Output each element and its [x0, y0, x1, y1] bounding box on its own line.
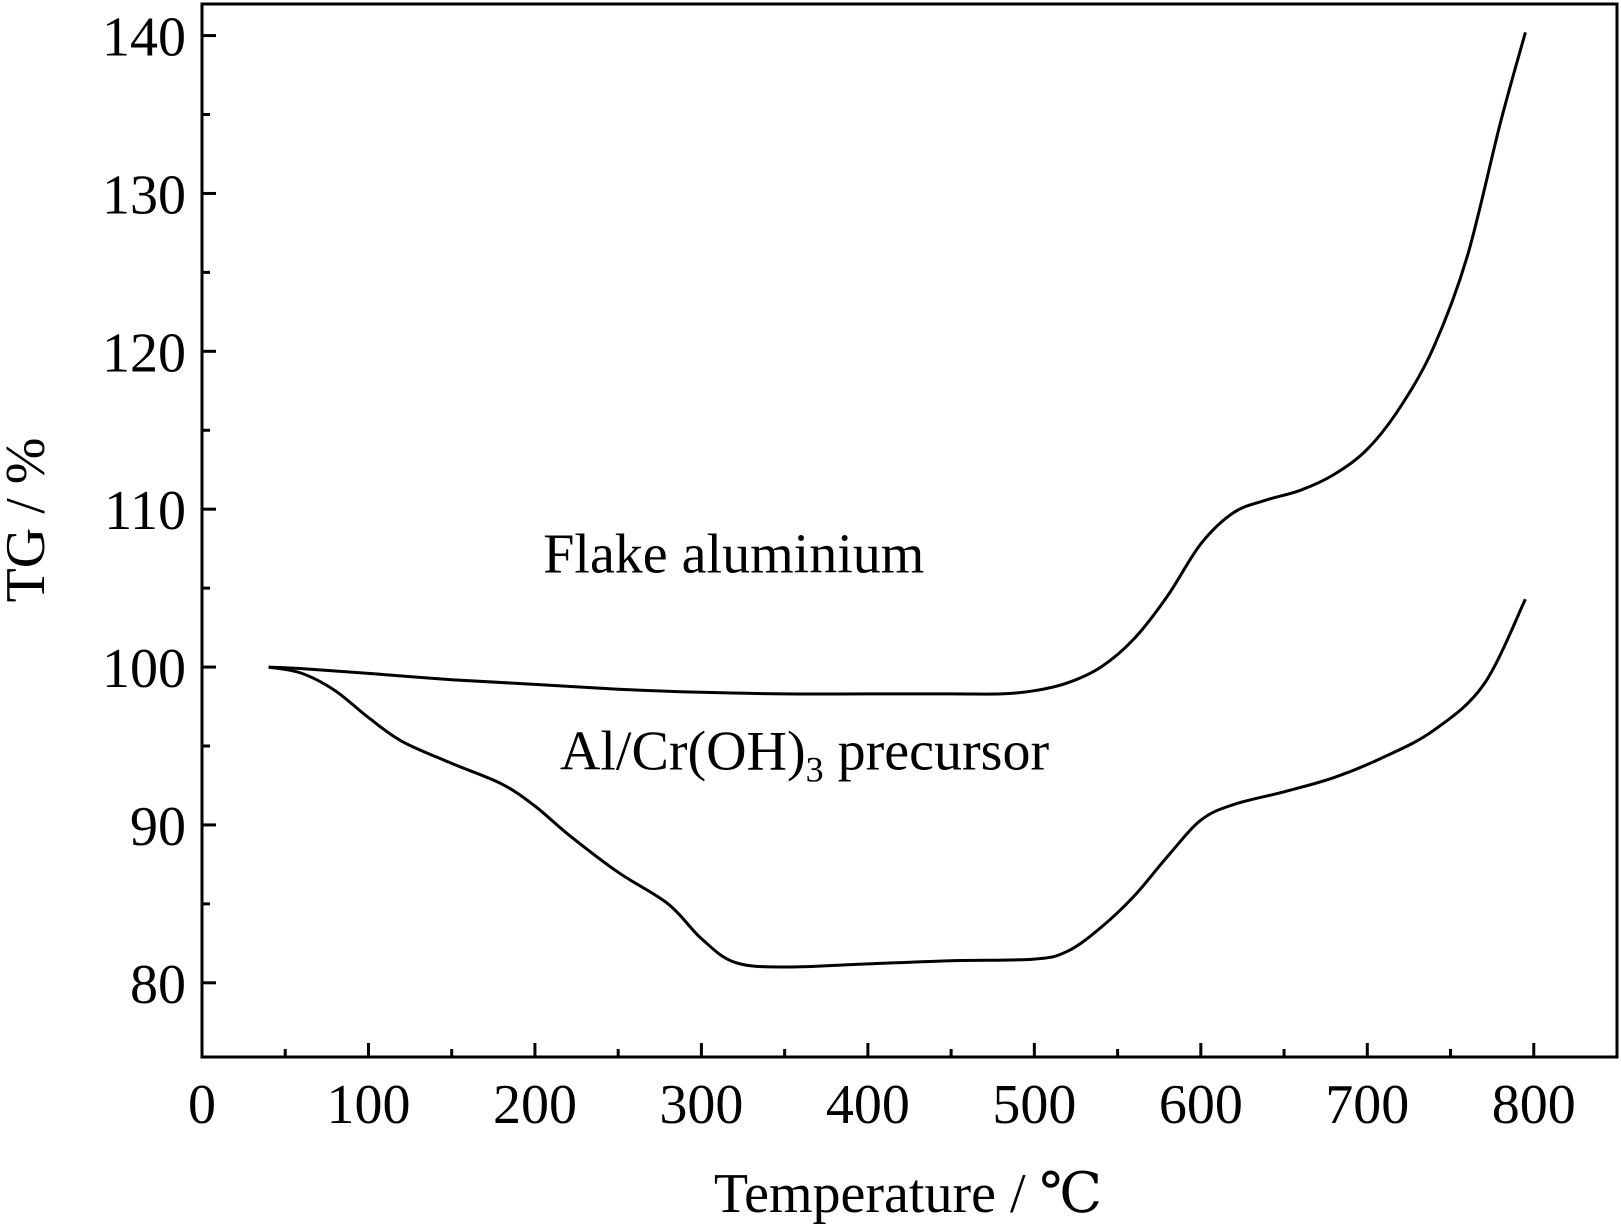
- x-axis-label: Temperature / ℃: [714, 1163, 1102, 1224]
- series-line-1: [268, 32, 1527, 696]
- series-label-2: Al/Cr(OH)3 precursor: [560, 721, 1050, 790]
- y-tick-label: 130: [102, 164, 186, 226]
- y-tick-label: 140: [102, 7, 186, 69]
- y-tick-label: 80: [130, 954, 186, 1016]
- ticks: 0 100 200 300 400 500 600 700 800 80 90 100 110 120 13…: [102, 7, 1576, 1136]
- x-tick-label: 800: [1492, 1074, 1576, 1136]
- x-tick-label: 200: [493, 1074, 577, 1136]
- plot-frame: [200, 2, 1619, 1059]
- y-tick-label: 90: [130, 796, 186, 858]
- x-tick-label: 700: [1325, 1074, 1409, 1136]
- series-lines: [268, 32, 1527, 969]
- x-tick-label: 100: [326, 1074, 410, 1136]
- x-tick-label: 0: [188, 1074, 216, 1136]
- y-tick-label: 120: [102, 322, 186, 384]
- x-tick-label: 500: [992, 1074, 1076, 1136]
- series-line-2: [268, 598, 1527, 969]
- axes: [200, 2, 1619, 1059]
- x-tick-label: 400: [826, 1074, 910, 1136]
- x-tick-label: 600: [1159, 1074, 1243, 1136]
- y-axis-label: TG / %: [0, 438, 57, 603]
- y-tick-label: 100: [102, 638, 186, 700]
- x-tick-label: 300: [659, 1074, 743, 1136]
- series-annotations: Flake aluminium Al/Cr(OH)3 precursor: [543, 523, 1049, 789]
- y-tick-label: 110: [104, 480, 186, 542]
- series-label-1: Flake aluminium: [543, 523, 924, 585]
